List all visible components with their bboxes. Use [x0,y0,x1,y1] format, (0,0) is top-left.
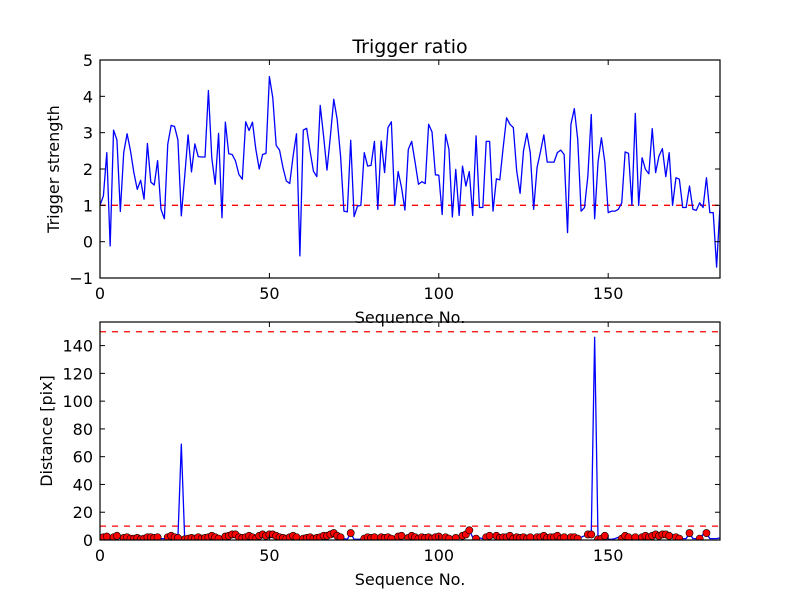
data-point-marker [346,529,355,537]
y-tick-label: 3 [83,124,93,143]
data-point-marker [685,529,694,537]
y-tick-label: 0 [83,233,93,252]
y-tick-label: 5 [83,51,93,70]
y-tick-label: 80 [73,420,93,439]
distance-axes: 0 50 100 150 0 20 40 60 80 100 120 140 [62,321,721,565]
x-tick-label: 100 [424,284,455,303]
x-tick-label: 50 [259,284,279,303]
data-point-marker [472,534,480,540]
data-point-marker [397,531,406,540]
y-tick-label: 1 [83,196,93,215]
top-x-axis-label: Sequence No. [355,308,466,327]
plot-content [100,331,720,540]
x-tick-label: 50 [259,546,279,565]
data-point-marker [600,531,609,540]
y-tick-label: 140 [62,337,93,356]
series-line [100,76,720,268]
data-point-marker [675,534,684,540]
plot-area [100,60,720,278]
data-point-marker [485,531,494,540]
x-tick-label: 100 [424,546,455,565]
data-point-marker [702,529,711,537]
data-point-marker [587,530,596,539]
axes-frame [99,321,721,541]
data-point-marker [465,526,474,535]
y-tick-label: −1 [69,269,93,288]
data-point-marker [573,534,582,540]
data-point-marker [102,532,111,540]
y-tick-label: 0 [83,531,93,550]
plot-content [100,76,720,268]
y-tick-label: 20 [73,503,93,522]
top-y-axis-label: Trigger strength [44,105,63,234]
data-point-marker [695,534,704,540]
y-tick-label: 40 [73,475,93,494]
x-tick-label: 150 [593,546,624,565]
y-tick-label: 100 [62,392,93,411]
data-point-marker [113,531,121,540]
plot-area [100,322,720,540]
y-tick-label: 2 [83,160,93,179]
x-tick-label: 150 [593,284,624,303]
x-tick-label: 0 [95,284,105,303]
y-tick-label: 4 [83,87,93,106]
data-point-marker [153,533,162,540]
bottom-x-axis-label: Sequence No. [355,570,466,589]
data-point-marker [336,533,345,540]
y-tick-label: 60 [73,448,93,467]
bottom-y-axis-label: Distance [pix] [37,375,56,487]
data-point-marker [665,531,674,540]
y-tick-label: 120 [62,364,93,383]
chart-title: Trigger ratio [351,36,467,58]
x-tick-label: 0 [95,546,105,565]
